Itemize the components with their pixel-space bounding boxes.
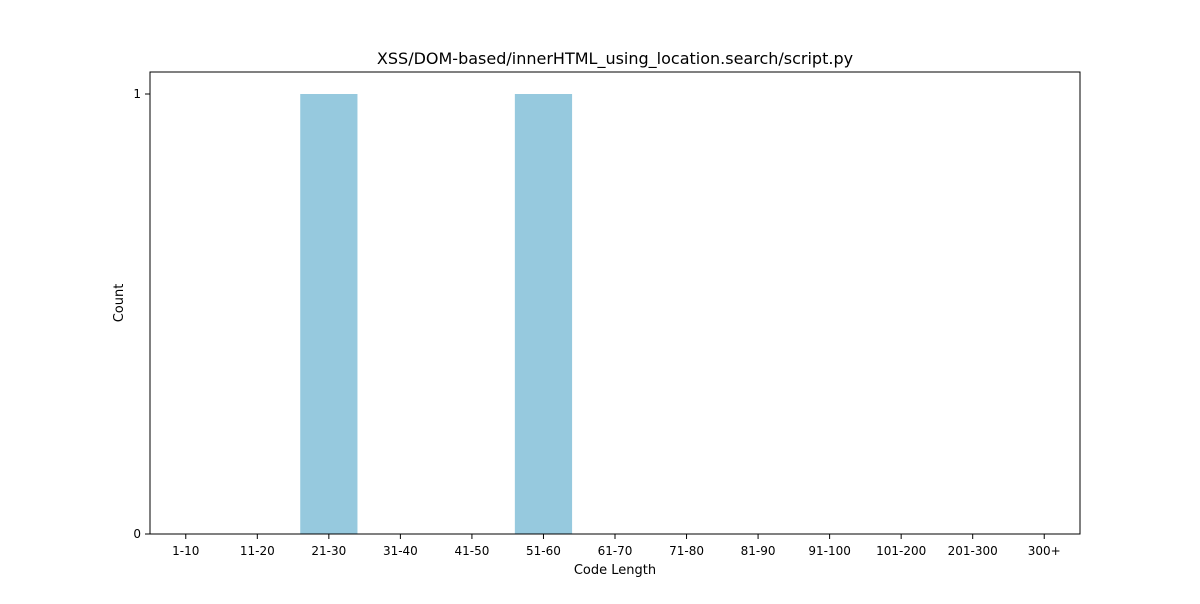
x-tick-label: 300+ (1028, 544, 1061, 558)
x-tick-label: 41-50 (454, 544, 489, 558)
y-axis: 01 (133, 87, 150, 541)
chart-title: XSS/DOM-based/innerHTML_using_location.s… (377, 49, 853, 69)
x-axis: 1-10 11-20 21-30 31-40 41-50 51-60 61-70 71-80 8… (172, 534, 1061, 558)
x-tick-label: 1-10 (172, 544, 199, 558)
x-tick-label: 101-200 (876, 544, 926, 558)
x-tick-label: 91-100 (808, 544, 851, 558)
x-tick-label: 31-40 (383, 544, 418, 558)
x-tick-label: 11-20 (240, 544, 275, 558)
y-tick-label: 1 (133, 87, 141, 101)
x-axis-label: Code Length (574, 563, 656, 578)
x-tick-label: 51-60 (526, 544, 561, 558)
x-tick-label: 201-300 (948, 544, 998, 558)
bar-21-30 (300, 94, 357, 534)
bars-layer (300, 94, 572, 534)
y-tick-label: 0 (133, 527, 141, 541)
x-tick-label: 21-30 (311, 544, 346, 558)
x-tick-label: 71-80 (669, 544, 704, 558)
bar-51-60 (515, 94, 572, 534)
plot-area-frame (150, 72, 1080, 534)
y-axis-label: Count (112, 284, 127, 323)
x-tick-label: 81-90 (741, 544, 776, 558)
x-tick-label: 61-70 (598, 544, 633, 558)
